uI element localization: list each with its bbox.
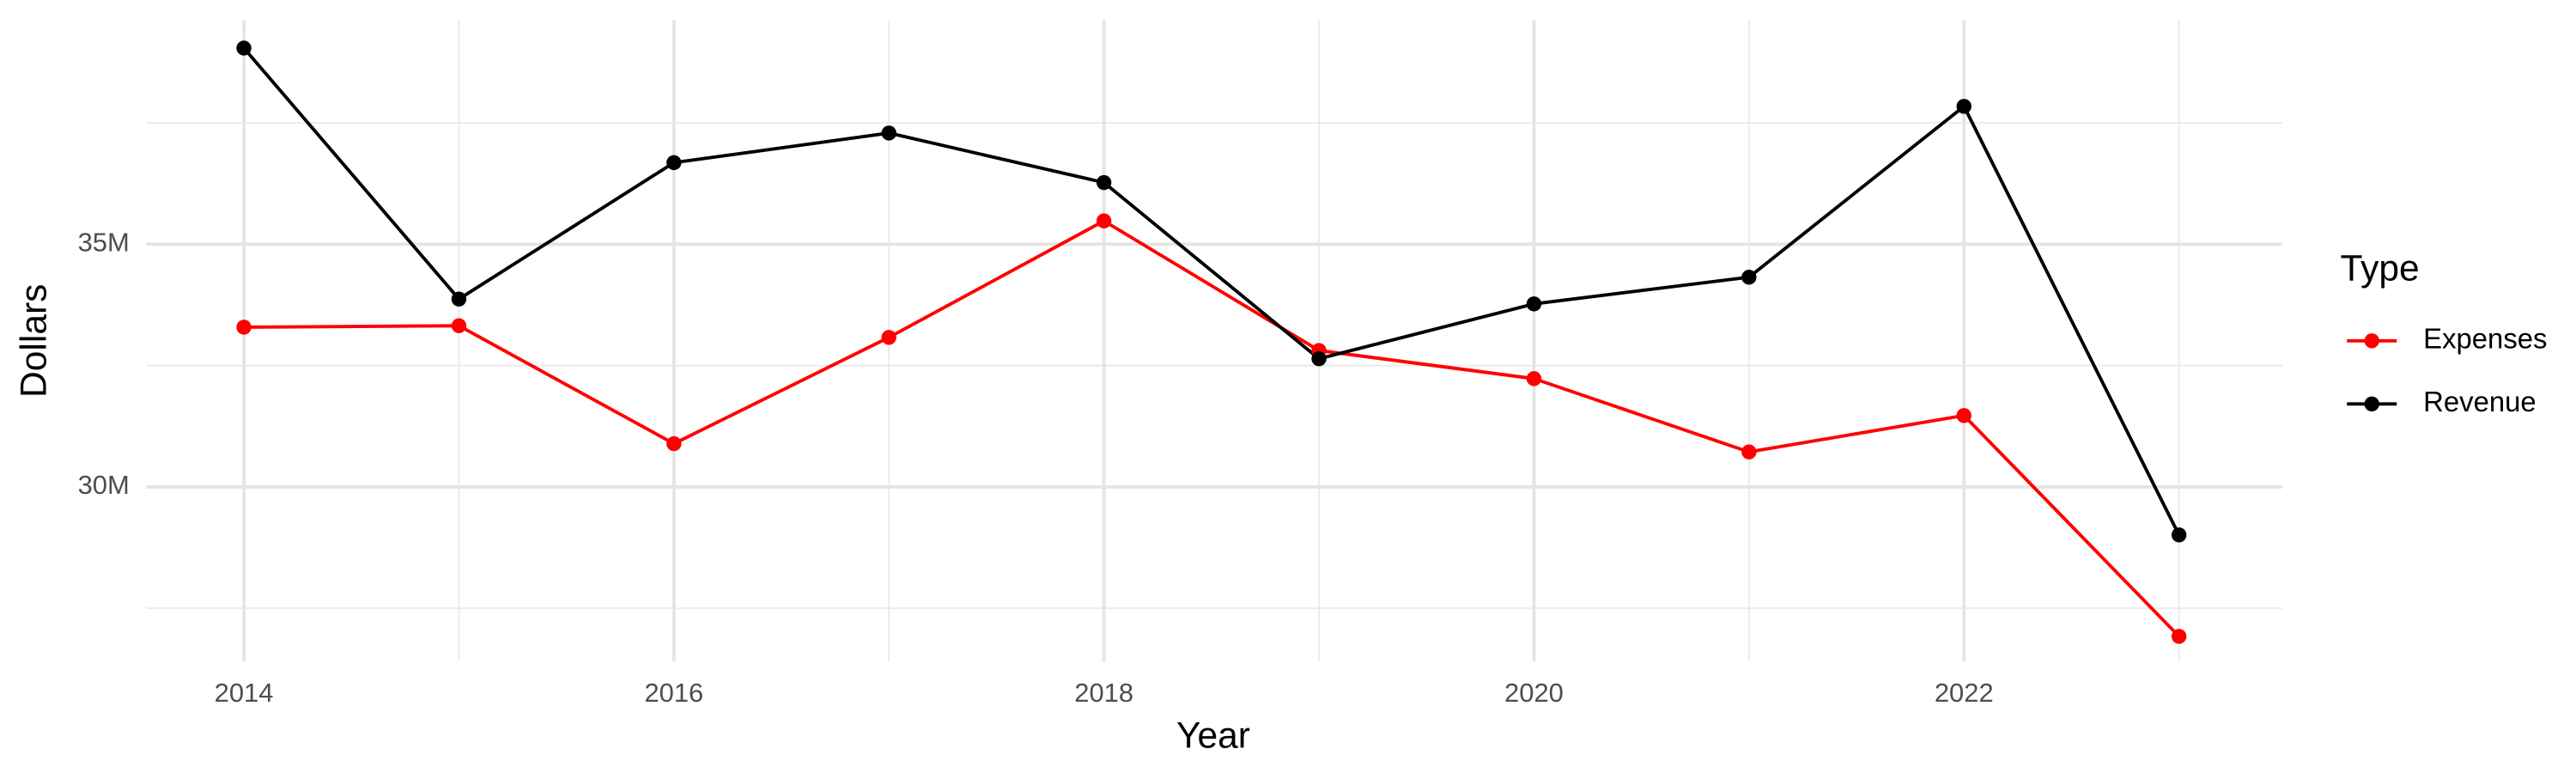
legend-title: Type — [2341, 248, 2420, 289]
x-tick-label: 2020 — [1504, 678, 1564, 708]
series-line — [244, 218, 2181, 638]
data-point — [1956, 99, 1971, 114]
y-axis-title: Dollars — [14, 284, 55, 398]
data-point — [666, 435, 682, 452]
data-point — [236, 320, 252, 335]
data-point — [881, 125, 896, 141]
data-point — [1526, 371, 1542, 386]
x-tick-label: 2014 — [215, 678, 274, 708]
grid: 2014 2016 2018 2020 2022 30M 35M — [78, 20, 2282, 708]
data-point — [881, 330, 896, 345]
x-tick-label: 2018 — [1074, 678, 1133, 708]
data-point — [2171, 629, 2187, 644]
plot — [236, 40, 2187, 644]
series-line — [242, 46, 2181, 536]
legend-key-point — [2364, 396, 2379, 412]
data-point — [1526, 296, 1542, 312]
y-tick-label: 35M — [78, 227, 130, 257]
data-point — [1311, 350, 1327, 367]
data-point — [1096, 174, 1112, 191]
x-tick-label: 2016 — [644, 678, 703, 708]
data-point — [1956, 408, 1971, 423]
data-point — [451, 291, 467, 307]
legend-label: Expenses — [2423, 322, 2547, 354]
data-point — [451, 318, 467, 333]
y-tick-label: 30M — [78, 470, 130, 500]
x-tick-label: 2022 — [1935, 678, 1994, 708]
data-point — [666, 155, 682, 171]
x-axis-title: Year — [1176, 715, 1250, 757]
legend-label: Revenue — [2423, 386, 2537, 417]
data-point — [1741, 444, 1757, 460]
data-point — [1741, 270, 1757, 285]
data-point — [236, 40, 252, 56]
data-point — [2171, 527, 2187, 543]
legend-key-point — [2364, 333, 2379, 349]
data-point — [1096, 213, 1112, 228]
